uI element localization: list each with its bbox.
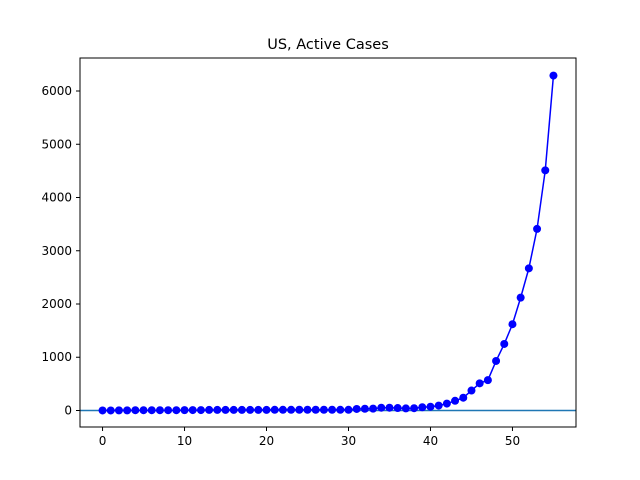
data-point <box>196 406 205 415</box>
data-point <box>516 293 525 302</box>
data-point <box>377 403 386 412</box>
x-tick-label: 0 <box>99 434 107 448</box>
data-point <box>147 406 156 415</box>
data-point <box>492 356 501 365</box>
y-tick-label: 2000 <box>41 297 72 311</box>
data-point <box>467 386 476 395</box>
data-point <box>311 405 320 414</box>
y-tick-label: 4000 <box>41 191 72 205</box>
data-point <box>459 393 468 402</box>
data-point <box>442 399 451 408</box>
data-point <box>295 405 304 414</box>
data-point <box>360 404 369 413</box>
data-point <box>401 404 410 413</box>
data-point <box>246 405 255 414</box>
data-point <box>385 403 394 412</box>
chart-title: US, Active Cases <box>267 37 389 53</box>
x-tick-label: 10 <box>177 434 192 448</box>
data-point <box>131 406 140 415</box>
data-point <box>278 405 287 414</box>
data-point <box>434 401 443 410</box>
data-point <box>426 402 435 411</box>
data-point <box>475 379 484 388</box>
axes-frame <box>79 57 577 428</box>
data-point <box>287 405 296 414</box>
data-point <box>106 406 115 415</box>
data-point <box>319 405 328 414</box>
data-point <box>221 405 230 414</box>
data-point <box>549 71 558 80</box>
data-point <box>393 404 402 413</box>
x-tick-label: 50 <box>505 434 520 448</box>
data-point <box>123 406 132 415</box>
data-point <box>205 405 214 414</box>
y-tick-label: 1000 <box>41 350 72 364</box>
data-point <box>500 339 509 348</box>
y-tick-label: 3000 <box>41 244 72 258</box>
data-point <box>114 406 123 415</box>
y-tick-label: 5000 <box>41 137 72 151</box>
data-point <box>213 405 222 414</box>
x-tick-label: 40 <box>423 434 438 448</box>
data-point <box>98 406 107 415</box>
data-point <box>155 406 164 415</box>
x-tick-label: 20 <box>259 434 274 448</box>
x-tick-label: 30 <box>341 434 356 448</box>
data-point <box>180 406 189 415</box>
data-point <box>483 376 492 385</box>
data-point <box>369 404 378 413</box>
data-point <box>508 320 517 329</box>
data-point <box>164 406 173 415</box>
data-point <box>524 264 533 273</box>
data-point <box>139 406 148 415</box>
data-point <box>336 405 345 414</box>
data-point <box>237 405 246 414</box>
data-point <box>451 396 460 405</box>
data-point <box>303 405 312 414</box>
data-point <box>188 406 197 415</box>
y-tick-label: 0 <box>64 403 72 417</box>
data-point <box>418 403 427 412</box>
data-point <box>172 406 181 415</box>
plot-area: 0 10 20 30 40 50 0 1000 2000 3000 4000 5000 6000 <box>41 57 577 448</box>
data-point <box>262 405 271 414</box>
data-point <box>229 405 238 414</box>
data-point <box>533 224 542 233</box>
y-tick-label: 6000 <box>41 84 72 98</box>
data-point <box>270 405 279 414</box>
data-point <box>352 404 361 413</box>
data-point <box>344 405 353 414</box>
data-point <box>328 405 337 414</box>
data-point <box>254 405 263 414</box>
data-point <box>410 404 419 413</box>
data-point <box>541 166 550 175</box>
